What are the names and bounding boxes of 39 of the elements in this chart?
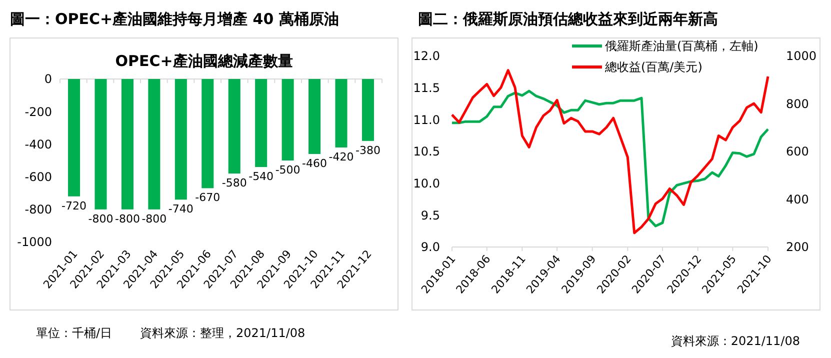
- data-label: -740: [168, 202, 194, 216]
- y2-tick-label: 400: [786, 192, 809, 206]
- y-tick-label: 10.5: [413, 144, 440, 159]
- y-tick-label: -400: [24, 137, 52, 152]
- data-label: -420: [328, 150, 354, 164]
- y2-tick-label: 800: [786, 96, 809, 111]
- text: 單位：千桶/日: [36, 326, 112, 340]
- chart-title: 圖一：OPEC+產油國維持每月增產 40 萬桶原油: [10, 10, 339, 28]
- data-label: -800: [142, 212, 167, 226]
- legend-label: 總收益(百萬/美元): [604, 60, 702, 74]
- y-tick-label: -800: [24, 202, 52, 217]
- line-series: [450, 90, 770, 228]
- y-tick-label: 11.0: [413, 112, 440, 127]
- chart-title: 圖二：俄羅斯原油預估總收益來到近兩年新高: [418, 10, 718, 28]
- y-tick-label: 9.5: [420, 208, 440, 222]
- data-label: -580: [222, 176, 247, 190]
- data-label: -670: [195, 191, 220, 204]
- y-tick-label: -200: [24, 104, 52, 119]
- y-tick-label: 11.5: [413, 81, 440, 96]
- data-label: -500: [275, 164, 300, 176]
- legend-label: 俄羅斯產油量(百萬桶，左軸): [605, 39, 758, 54]
- y-tick-label: 10.0: [413, 176, 440, 191]
- data-label: -720: [62, 199, 87, 212]
- y-tick-label: -1000: [17, 235, 52, 250]
- y2-tick-label: 200: [786, 240, 809, 254]
- data-label: -380: [355, 144, 380, 157]
- data-label: -800: [114, 212, 140, 226]
- chart-subtitle: OPEC+產油國總減產數量: [115, 52, 293, 70]
- y-tick-label: -600: [24, 170, 52, 184]
- source-note: 資料來源：整理，2021/11/08: [140, 326, 306, 340]
- y-tick-label: 12.0: [413, 49, 440, 64]
- y-tick-label: 9.0: [420, 240, 440, 254]
- data-label: -800: [88, 212, 114, 226]
- y2-tick-label: 1000: [786, 49, 817, 64]
- data-label: -540: [248, 170, 274, 184]
- source-note: 資料來源：2021/11/08: [670, 334, 800, 348]
- data-label: -460: [302, 156, 328, 170]
- y2-tick-label: 600: [786, 144, 809, 159]
- y-tick-label: 0: [44, 72, 52, 86]
